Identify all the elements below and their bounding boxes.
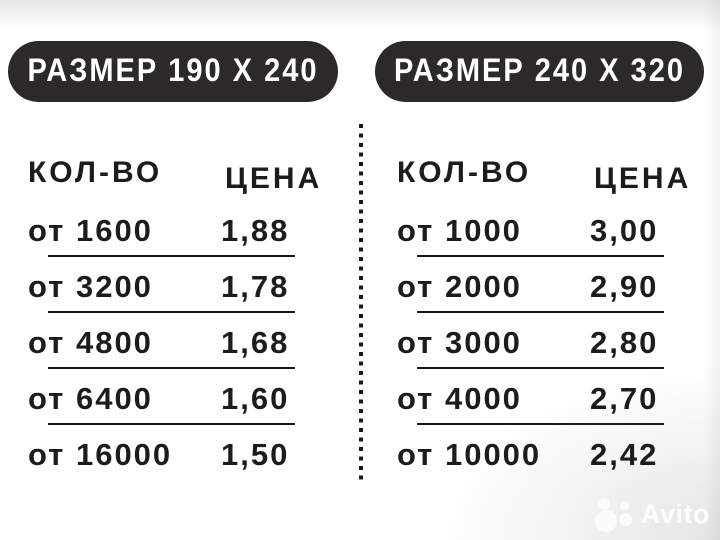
avito-watermark: Avito — [595, 496, 710, 532]
table-row: от 6400 1,60 — [28, 381, 328, 437]
qty-cell: от 2000 — [397, 269, 522, 304]
price-cell: 1,78 — [221, 269, 290, 304]
table-header: КОЛ-ВО ЦЕНА — [397, 156, 697, 213]
table-row: от 2000 2,90 — [397, 269, 697, 325]
row-divider — [417, 311, 664, 313]
row-divider — [48, 311, 295, 313]
table-row: от 10000 2,42 — [397, 437, 697, 493]
price-cell: 3,00 — [590, 213, 659, 248]
price-cell: 1,88 — [221, 213, 290, 248]
price-column-header: ЦЕНА — [594, 162, 692, 195]
price-cell: 1,68 — [221, 325, 290, 360]
row-divider — [417, 367, 664, 369]
qty-cell: от 3000 — [397, 325, 522, 360]
table-row: от 16000 1,50 — [28, 437, 328, 493]
table-row: от 3000 2,80 — [397, 325, 697, 381]
price-cell: 2,80 — [590, 325, 659, 360]
price-cell: 2,42 — [590, 437, 659, 472]
row-divider — [48, 255, 295, 257]
table-row: от 4000 2,70 — [397, 381, 697, 437]
dotted-divider — [359, 124, 363, 484]
size-pill-190x240: РАЗМЕР 190 X 240 — [8, 41, 338, 102]
table-row: от 4800 1,68 — [28, 325, 328, 381]
qty-cell: от 10000 — [397, 437, 542, 472]
qty-cell: от 16000 — [28, 437, 173, 472]
size-pill-label: РАЗМЕР 240 X 320 — [393, 53, 686, 89]
table-row: от 3200 1,78 — [28, 269, 328, 325]
price-table-240x320: КОЛ-ВО ЦЕНА от 1000 3,00 от 2000 2,90 от… — [397, 156, 697, 493]
row-divider — [417, 255, 664, 257]
qty-cell: от 6400 — [28, 381, 153, 416]
qty-cell: от 4800 — [28, 325, 153, 360]
qty-cell: от 3200 — [28, 269, 153, 304]
size-pill-label: РАЗМЕР 190 X 240 — [27, 53, 319, 89]
price-column-header: ЦЕНА — [225, 162, 323, 195]
size-pill-240x320: РАЗМЕР 240 X 320 — [375, 41, 704, 102]
price-cell: 2,90 — [590, 269, 659, 304]
row-divider — [48, 367, 295, 369]
row-divider — [48, 423, 295, 425]
price-cell: 1,50 — [221, 437, 290, 472]
qty-cell: от 4000 — [397, 381, 522, 416]
qty-column-header: КОЛ-ВО — [397, 156, 532, 189]
avito-logo-icon — [595, 496, 635, 532]
right-vignette — [704, 0, 720, 540]
qty-cell: от 1600 — [28, 213, 153, 248]
row-divider — [417, 423, 664, 425]
table-header: КОЛ-ВО ЦЕНА — [28, 156, 328, 213]
top-vignette — [0, 0, 720, 30]
price-cell: 2,70 — [590, 381, 659, 416]
price-table-190x240: КОЛ-ВО ЦЕНА от 1600 1,88 от 3200 1,78 от… — [28, 156, 328, 493]
qty-column-header: КОЛ-ВО — [28, 156, 163, 189]
table-row: от 1000 3,00 — [397, 213, 697, 269]
qty-cell: от 1000 — [397, 213, 522, 248]
table-row: от 1600 1,88 — [28, 213, 328, 269]
price-cell: 1,60 — [221, 381, 290, 416]
watermark-brand-text: Avito — [641, 498, 710, 529]
